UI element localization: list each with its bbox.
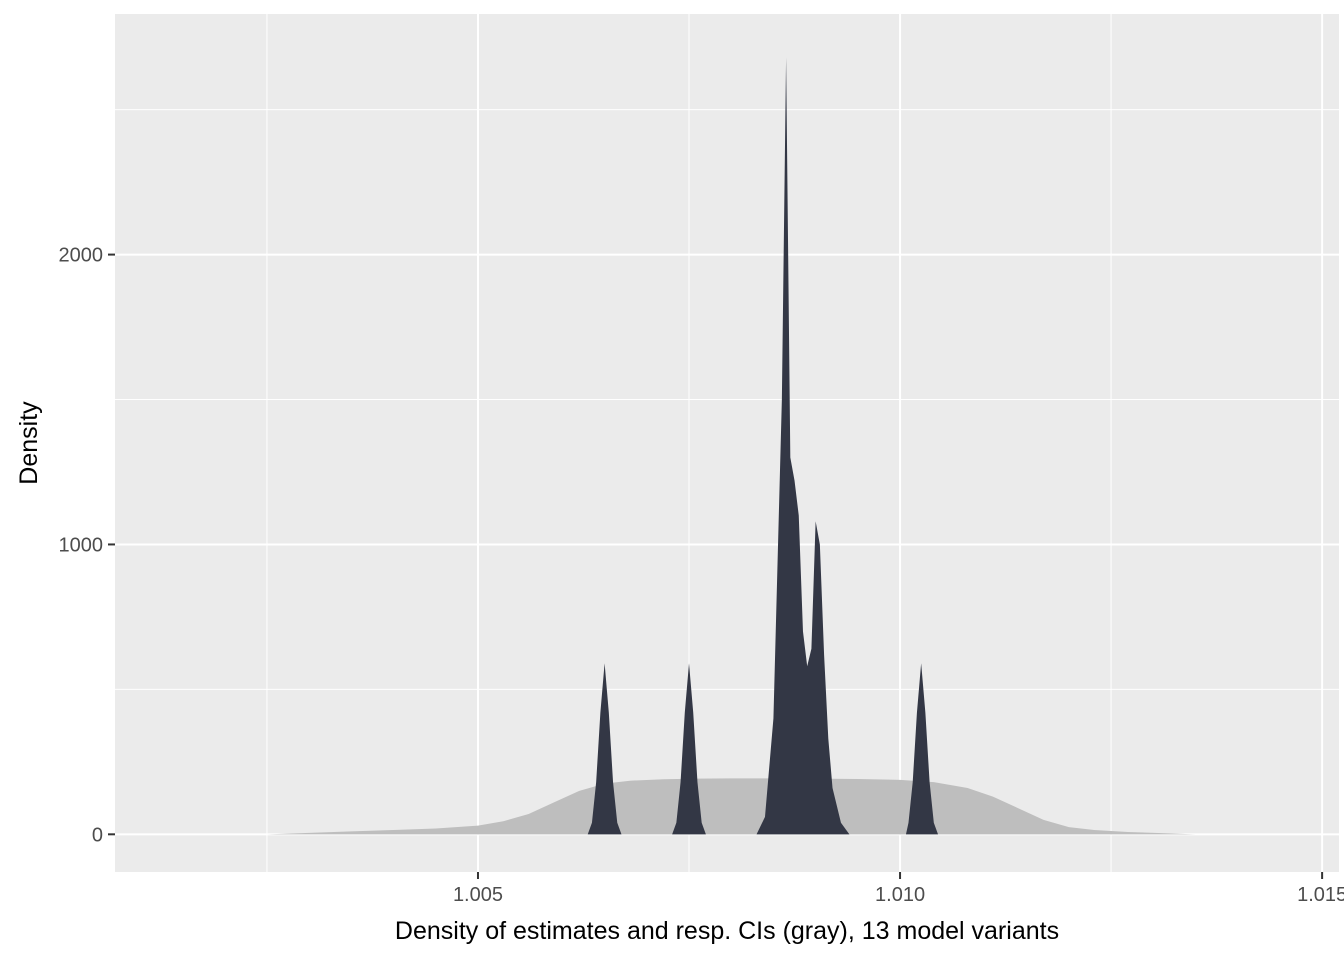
ci-density-area	[266, 778, 1196, 835]
x-tick-label: 1.015	[1297, 884, 1344, 906]
x-axis-title: Density of estimates and resp. CIs (gray…	[395, 917, 1059, 945]
density-series	[266, 57, 1196, 835]
y-axis: 0 1000 2000	[59, 245, 115, 846]
y-tick-label: 2000	[59, 245, 104, 267]
x-tick-label: 1.010	[875, 884, 925, 906]
y-tick-label: 0	[92, 824, 103, 846]
x-tick-label: 1.005	[453, 884, 503, 906]
plot-panel	[115, 14, 1339, 872]
y-tick-label: 1000	[59, 534, 104, 556]
y-axis-title: Density	[15, 401, 43, 485]
minor-gridlines	[115, 14, 1339, 872]
x-axis: 1.005 1.010 1.015	[453, 872, 1344, 906]
